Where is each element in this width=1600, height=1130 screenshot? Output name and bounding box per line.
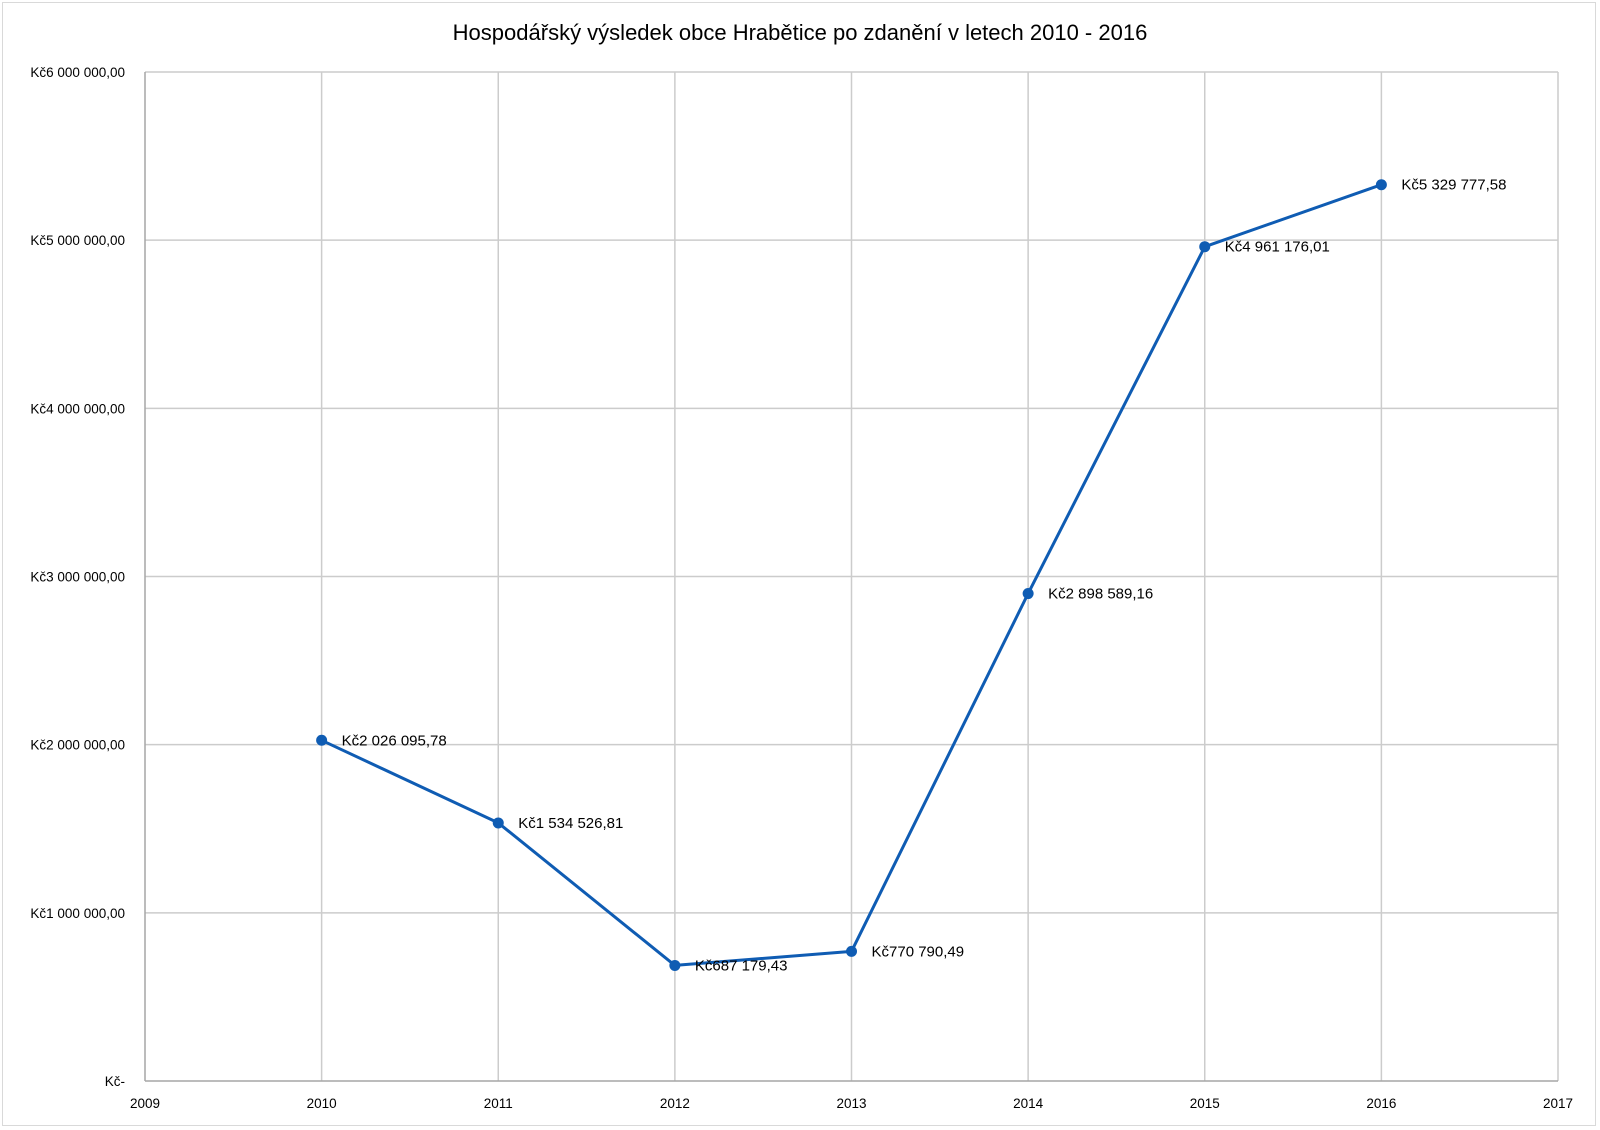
data-point-label: Kč2 898 589,16 xyxy=(1048,586,1153,603)
y-tick-label: Kč6 000 000,00 xyxy=(30,65,125,80)
x-tick-label: 2012 xyxy=(660,1096,690,1111)
x-tick-label: 2014 xyxy=(1013,1096,1044,1111)
data-point-label: Kč4 961 176,01 xyxy=(1225,239,1330,256)
data-point-marker xyxy=(846,945,857,957)
y-tick-label: Kč4 000 000,00 xyxy=(30,401,125,416)
axes xyxy=(144,72,1558,1082)
chart-title: Hospodářský výsledek obce Hrabětice po z… xyxy=(453,20,1148,45)
data-point-marker xyxy=(316,734,328,746)
data-labels: Kč2 026 095,78 Kč1 534 526,81 Kč687 179,43… xyxy=(342,177,1507,975)
x-tick-label: 2010 xyxy=(307,1096,337,1111)
data-point-label: Kč770 790,49 xyxy=(872,943,965,960)
data-point-marker xyxy=(669,959,681,971)
data-point-label: Kč1 534 526,81 xyxy=(518,815,623,832)
x-axis-tick-labels: 2009 2010 2011 2012 2013 2014 2015 2016 2017 xyxy=(130,1096,1573,1111)
y-tick-label: Kč5 000 000,00 xyxy=(30,233,125,248)
data-point-marker xyxy=(1022,588,1034,600)
y-tick-label: Kč3 000 000,00 xyxy=(30,570,125,585)
data-point-label: Kč687 179,43 xyxy=(695,957,788,974)
data-point-marker xyxy=(1199,241,1211,253)
data-point-marker xyxy=(1375,179,1387,191)
y-tick-label: Kč- xyxy=(105,1074,125,1089)
x-tick-label: 2013 xyxy=(836,1096,866,1111)
data-point-marker xyxy=(492,817,504,829)
y-axis-tick-labels: Kč- Kč1 000 000,00 Kč2 000 000,00 Kč3 000 0… xyxy=(30,65,125,1089)
x-tick-label: 2016 xyxy=(1366,1096,1396,1111)
x-tick-label: 2015 xyxy=(1190,1096,1220,1111)
series-markers xyxy=(316,179,1387,971)
y-tick-label: Kč2 000 000,00 xyxy=(30,738,125,753)
x-tick-label: 2017 xyxy=(1543,1096,1573,1111)
grid-lines xyxy=(145,71,1559,1081)
x-tick-label: 2011 xyxy=(484,1096,513,1111)
x-tick-label: 2009 xyxy=(130,1096,160,1111)
data-point-label: Kč5 329 777,58 xyxy=(1401,177,1506,194)
y-tick-label: Kč1 000 000,00 xyxy=(30,906,125,921)
data-point-label: Kč2 026 095,78 xyxy=(342,732,447,749)
